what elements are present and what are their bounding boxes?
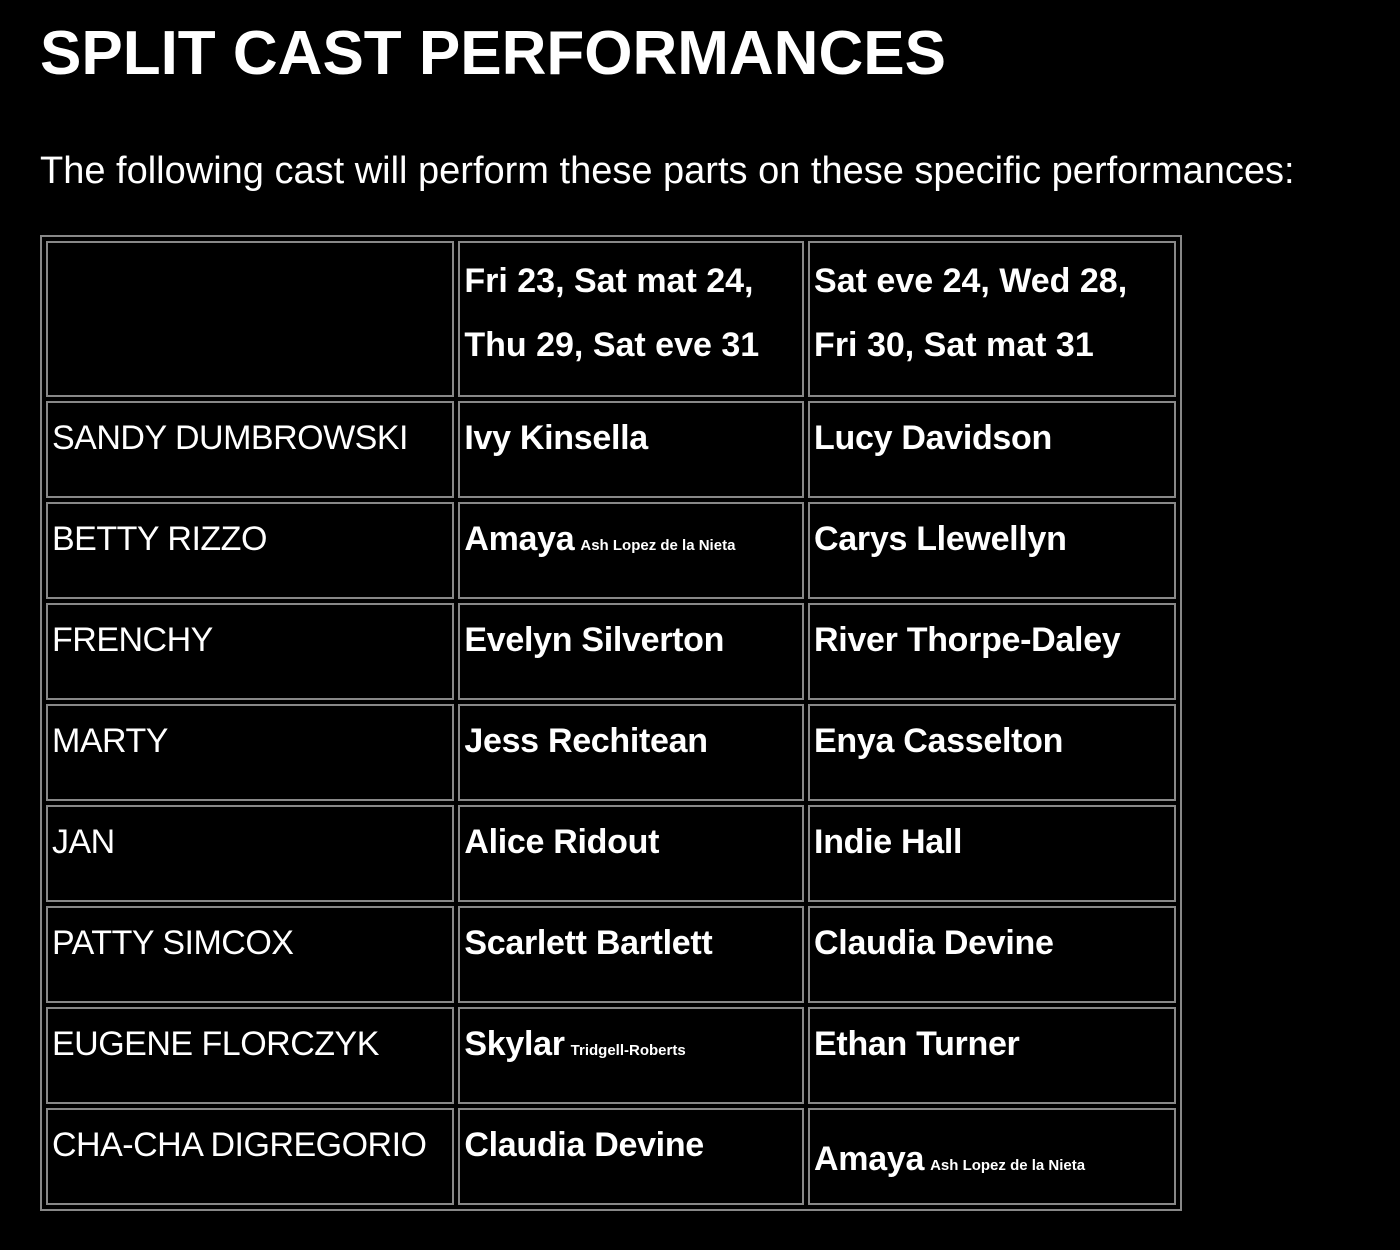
table-row: SANDY DUMBROWSKI Ivy Kinsella Lucy David… [46,401,1176,498]
header-cell-performance-set-a: Fri 23, Sat mat 24, Thu 29, Sat eve 31 [458,241,805,397]
cast-cell-a: Scarlett Bartlett [458,906,805,1003]
actor-name: Indie Hall [814,823,963,861]
actor-surname: Tridgell-Roberts [570,1042,686,1059]
page-title: SPLIT CAST PERFORMANCES [40,19,946,88]
table-row: MARTY Jess Rechitean Enya Casselton [46,704,1176,801]
actor-name: Scarlett Bartlett [464,924,713,962]
role-cell: EUGENE FLORCZYK [46,1007,455,1104]
actor-name: Skylar [464,1025,565,1063]
split-cast-table: Fri 23, Sat mat 24, Thu 29, Sat eve 31 S… [40,235,1182,1211]
table-row: JAN Alice Ridout Indie Hall [46,805,1176,902]
table-row: PATTY SIMCOX Scarlett Bartlett Claudia D… [46,906,1176,1003]
actor-name: Lucy Davidson [814,419,1052,457]
actor-name: Amaya [464,520,575,558]
actor-name: Enya Casselton [814,722,1064,760]
actor-name: Claudia Devine [814,924,1054,962]
actor-name: River Thorpe-Daley [814,621,1121,659]
role-cell: CHA-CHA DIGREGORIO [46,1108,455,1205]
header-b-line2: Fri 30, Sat mat 31 [814,326,1094,364]
cast-cell-b: Amaya Ash Lopez de la Nieta [808,1108,1176,1205]
table-row: BETTY RIZZO Amaya Ash Lopez de la Nieta C… [46,502,1176,599]
cast-cell-a: Amaya Ash Lopez de la Nieta [458,502,805,599]
actor-name: Claudia Devine [464,1126,704,1164]
role-name: EUGENE FLORCZYK [52,1025,379,1063]
table-header-row: Fri 23, Sat mat 24, Thu 29, Sat eve 31 S… [46,241,1176,397]
cast-cell-b: Carys Llewellyn [808,502,1176,599]
actor-name: Evelyn Silverton [464,621,725,659]
role-name: SANDY DUMBROWSKI [52,419,408,457]
table-row: EUGENE FLORCZYK Skylar Tridgell-Roberts E… [46,1007,1176,1104]
cast-cell-b: Lucy Davidson [808,401,1176,498]
cast-cell-a: Ivy Kinsella [458,401,805,498]
role-name: MARTY [52,722,168,760]
role-name: FRENCHY [52,621,213,659]
cast-cell-a: Claudia Devine [458,1108,805,1205]
table-row: CHA-CHA DIGREGORIO Claudia Devine Amaya A… [46,1108,1176,1205]
role-name: JAN [52,823,115,861]
role-cell: SANDY DUMBROWSKI [46,401,455,498]
cast-cell-b: Claudia Devine [808,906,1176,1003]
header-cell-performance-set-b: Sat eve 24, Wed 28, Fri 30, Sat mat 31 [808,241,1176,397]
role-name: BETTY RIZZO [52,520,267,558]
cast-cell-a: Jess Rechitean [458,704,805,801]
actor-name: Alice Ridout [464,823,660,861]
cast-cell-a: Skylar Tridgell-Roberts [458,1007,805,1104]
header-b-line1: Sat eve 24, Wed 28, [814,262,1128,300]
role-cell: JAN [46,805,455,902]
role-cell: PATTY SIMCOX [46,906,455,1003]
actor-name: Ethan Turner [814,1025,1020,1063]
cast-cell-a: Evelyn Silverton [458,603,805,700]
role-cell: FRENCHY [46,603,455,700]
actor-surname: Ash Lopez de la Nieta [580,537,736,554]
cast-cell-b: River Thorpe-Daley [808,603,1176,700]
role-name: CHA-CHA DIGREGORIO [52,1126,427,1164]
actor-surname: Ash Lopez de la Nieta [930,1157,1086,1174]
intro-text: The following cast will perform these pa… [40,150,1295,192]
header-a-line2: Thu 29, Sat eve 31 [464,326,760,364]
cast-cell-b: Ethan Turner [808,1007,1176,1104]
header-a-line1: Fri 23, Sat mat 24, [464,262,754,300]
header-cell-role [46,241,455,397]
role-cell: BETTY RIZZO [46,502,455,599]
cast-cell-a: Alice Ridout [458,805,805,902]
role-cell: MARTY [46,704,455,801]
cast-cell-b: Indie Hall [808,805,1176,902]
actor-name: Jess Rechitean [464,722,708,760]
table-row: FRENCHY Evelyn Silverton River Thorpe-Da… [46,603,1176,700]
actor-name: Carys Llewellyn [814,520,1067,558]
actor-name: Ivy Kinsella [464,419,648,457]
role-name: PATTY SIMCOX [52,924,294,962]
actor-name: Amaya [814,1140,925,1178]
cast-cell-b: Enya Casselton [808,704,1176,801]
